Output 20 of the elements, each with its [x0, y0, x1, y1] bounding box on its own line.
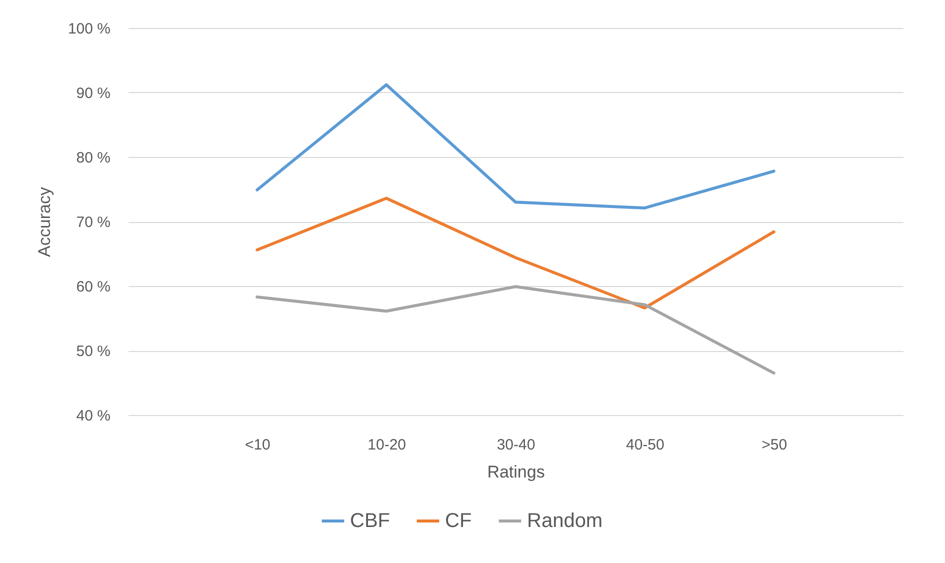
x-tick-label: 10-20 — [368, 436, 406, 454]
y-tick-label: 40 % — [76, 408, 110, 424]
line-series — [256, 83, 776, 210]
y-tick-label: 50 % — [76, 343, 110, 360]
y-tick-label: 100 % — [68, 20, 110, 38]
y-tick-label: 80 % — [76, 150, 110, 166]
y-axis-title: Accuracy — [34, 186, 54, 257]
x-tick-label: 30-40 — [496, 436, 536, 454]
y-tick-label: 90 % — [76, 85, 110, 102]
y-tick-label: 70 % — [76, 214, 110, 231]
legend-label: CF — [445, 510, 472, 532]
x-tick-label: <10 — [244, 436, 270, 454]
x-tick-label: >50 — [762, 436, 788, 454]
legend-label: Random — [527, 510, 603, 532]
line-series — [256, 285, 776, 375]
line-series — [256, 196, 776, 310]
x-tick-label: 40-50 — [626, 436, 664, 454]
y-tick-label: 60 % — [76, 278, 110, 296]
legend-label: CBF — [350, 510, 390, 532]
x-axis-title: Ratings — [487, 462, 545, 482]
